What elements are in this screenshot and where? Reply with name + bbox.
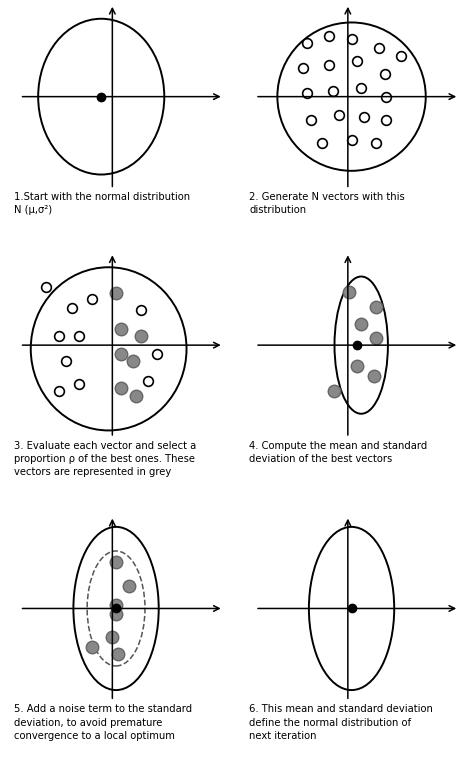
Text: 6. This mean and standard deviation
define the normal distribution of
next itera: 6. This mean and standard deviation defi…	[249, 705, 433, 741]
Text: 4. Compute the mean and standard
deviation of the best vectors: 4. Compute the mean and standard deviati…	[249, 441, 428, 464]
Text: 3. Evaluate each vector and select a
proportion ρ of the best ones. These
vector: 3. Evaluate each vector and select a pro…	[14, 441, 196, 478]
Text: 5. Add a noise term to the standard
deviation, to avoid premature
convergence to: 5. Add a noise term to the standard devi…	[14, 705, 192, 741]
Text: 2. Generate N vectors with this
distribution: 2. Generate N vectors with this distribu…	[249, 192, 405, 215]
Text: 1.Start with the normal distribution
N (μ,σ²): 1.Start with the normal distribution N (…	[14, 192, 190, 215]
